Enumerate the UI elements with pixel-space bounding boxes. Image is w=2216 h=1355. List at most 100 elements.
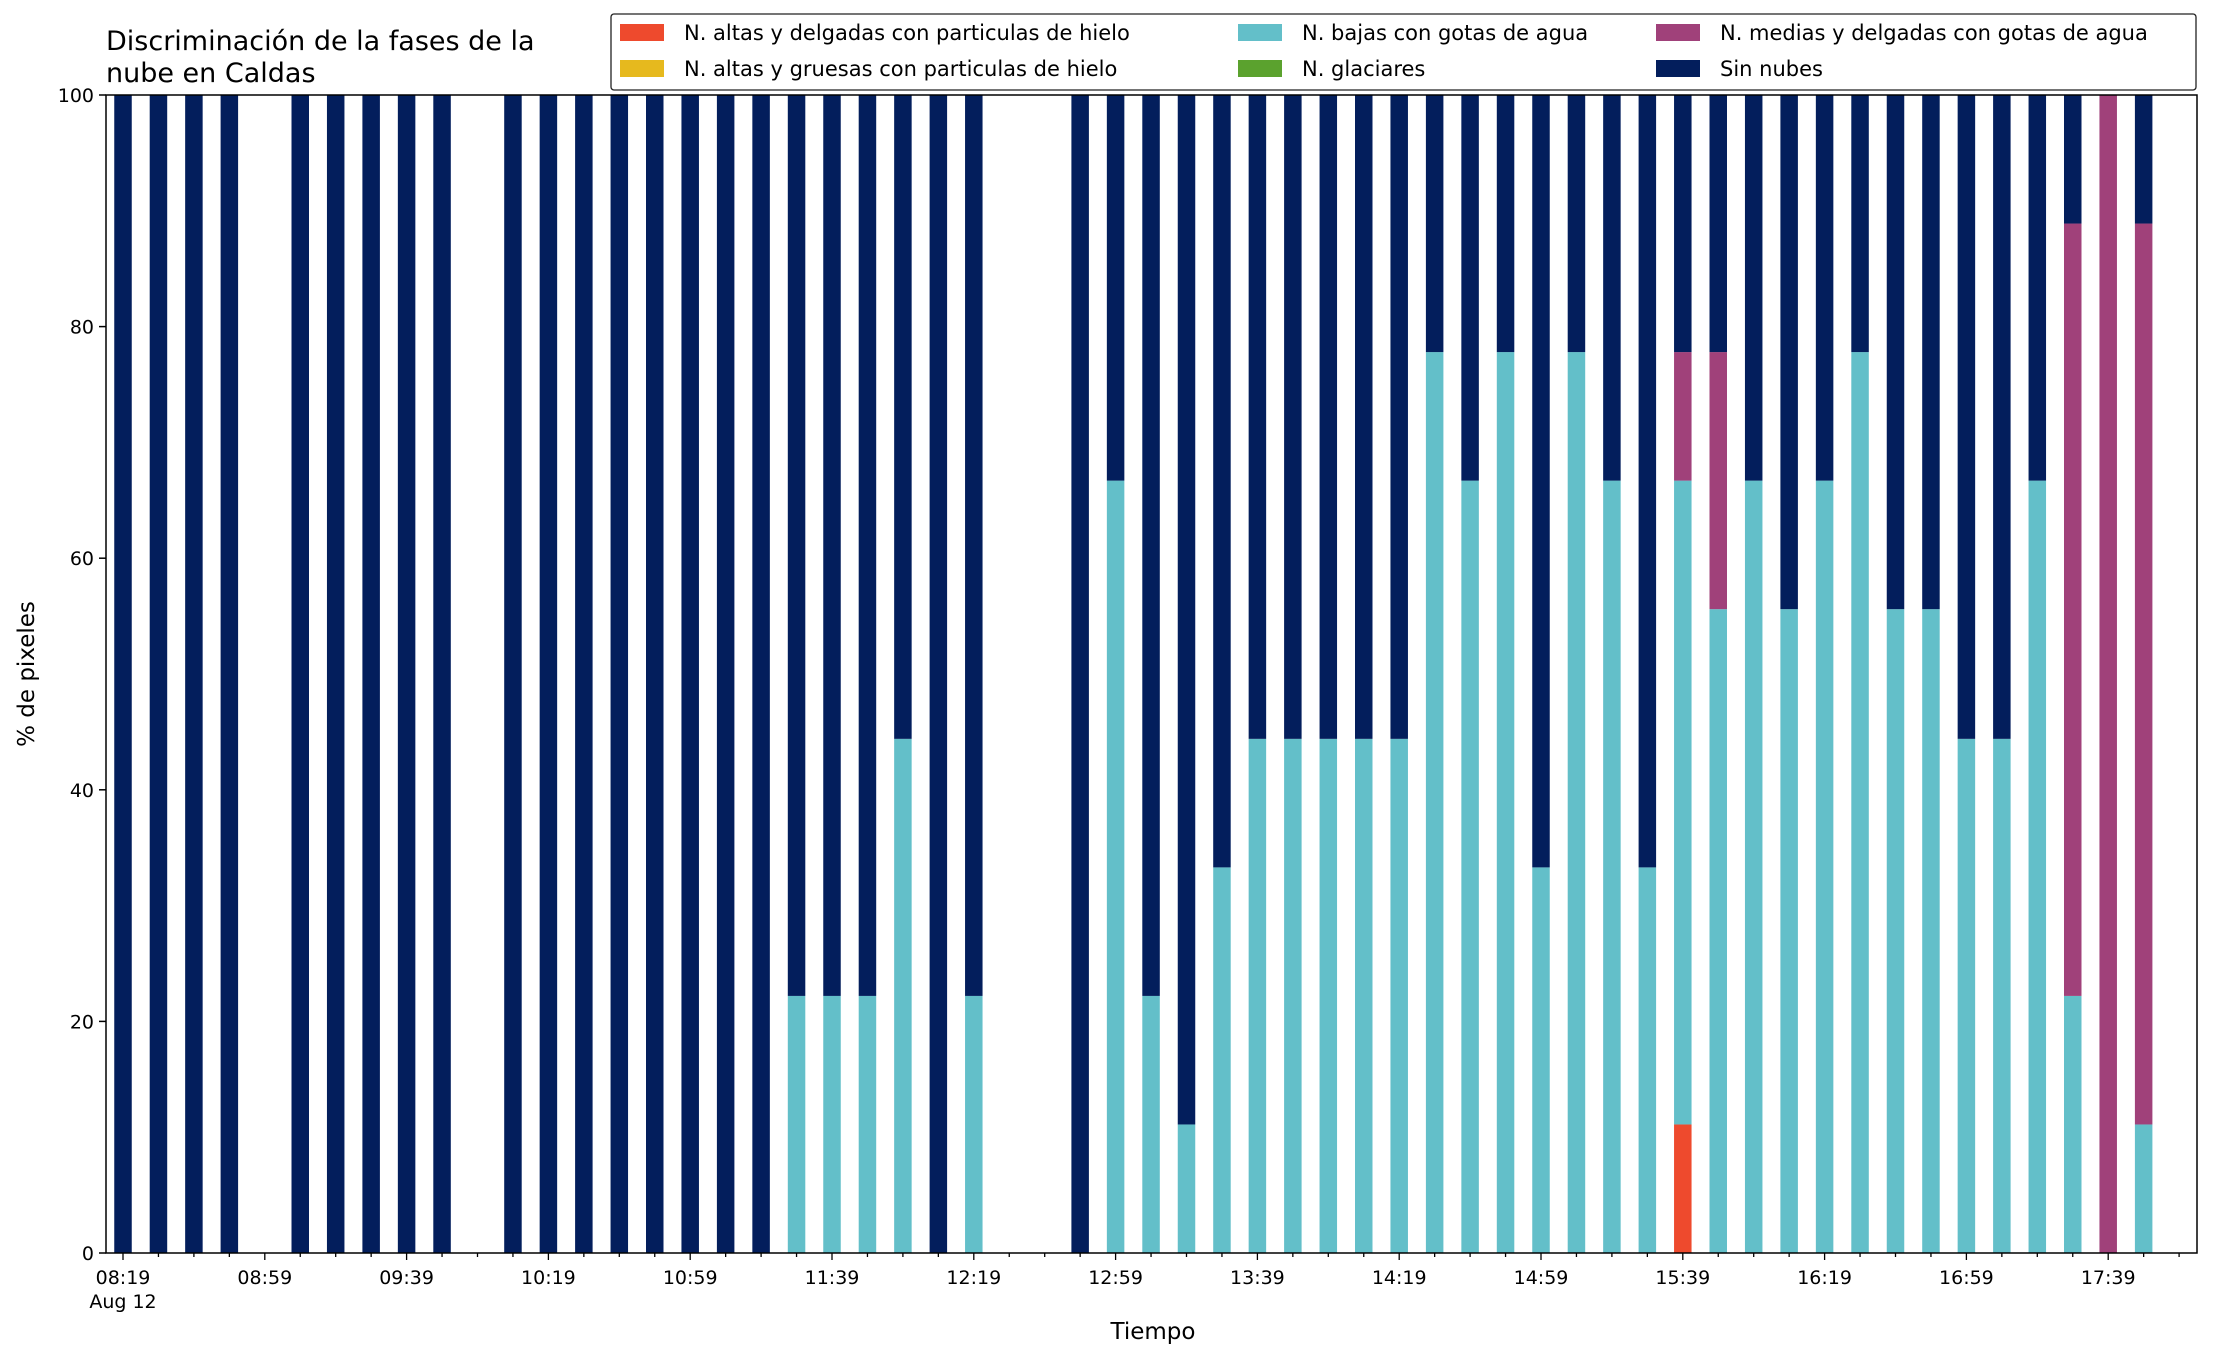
bar-segment bbox=[1213, 95, 1231, 868]
bar-segment bbox=[1532, 867, 1550, 1253]
y-tick-label: 20 bbox=[70, 1011, 94, 1033]
chart-title-line: nube en Caldas bbox=[106, 58, 316, 89]
bar-segment bbox=[823, 995, 841, 1253]
bar-segment bbox=[2134, 1124, 2153, 1253]
bar-segment bbox=[1744, 480, 1763, 1253]
bar-segment bbox=[539, 95, 558, 1253]
bar-segment bbox=[1780, 609, 1798, 1253]
bar-segment bbox=[1815, 480, 1834, 1253]
x-tick-label: 14:19 bbox=[1372, 1267, 1427, 1289]
legend: N. altas y delgadas con particulas de hi… bbox=[610, 13, 2197, 91]
bar-segment bbox=[1142, 995, 1160, 1253]
x-tick-label: 12:19 bbox=[946, 1267, 1001, 1289]
y-tick-label: 80 bbox=[70, 317, 94, 339]
bar-segment bbox=[1567, 352, 1586, 1253]
bar-segment bbox=[1142, 95, 1160, 996]
y-tick-label: 40 bbox=[70, 780, 94, 802]
y-tick-label: 60 bbox=[70, 548, 94, 570]
legend-swatch bbox=[1238, 24, 1282, 41]
bar-segment bbox=[787, 95, 806, 996]
y-tick-label: 100 bbox=[58, 85, 94, 107]
bar-segment bbox=[2064, 223, 2082, 996]
bar-segment bbox=[2064, 995, 2082, 1253]
x-tick-label: 10:19 bbox=[521, 1267, 576, 1289]
bar-segment bbox=[1177, 95, 1196, 1125]
bar-segment bbox=[858, 995, 877, 1253]
y-axis: 0 20 40 60 80 100 bbox=[58, 85, 106, 1265]
bar-segment bbox=[787, 995, 806, 1253]
legend-swatch bbox=[620, 24, 664, 41]
bar-segment bbox=[716, 95, 735, 1253]
bar-segment bbox=[1603, 480, 1621, 1253]
legend-label: N. medias y delgadas con gotas de agua bbox=[1720, 21, 2148, 45]
bar-segment bbox=[929, 95, 948, 1253]
bar-segment bbox=[2064, 95, 2082, 224]
bar-segment bbox=[1177, 1124, 1196, 1253]
bar-segment bbox=[1815, 95, 1834, 481]
bar-segment bbox=[1425, 352, 1444, 1253]
bar-segment bbox=[1957, 738, 1976, 1253]
bar-segment bbox=[1993, 95, 2011, 739]
bar-segment bbox=[1603, 95, 1621, 481]
legend-label: Sin nubes bbox=[1720, 57, 1823, 81]
plot-frame bbox=[105, 94, 2198, 1254]
bar-segment bbox=[1284, 738, 1302, 1253]
bar-segment bbox=[2028, 95, 2047, 481]
bar-segment bbox=[1674, 480, 1692, 1125]
bar-segment bbox=[1284, 95, 1302, 739]
bar-segment bbox=[1496, 95, 1515, 353]
bar-segment bbox=[1780, 95, 1798, 610]
x-tick-label: 16:59 bbox=[1939, 1267, 1994, 1289]
bar-segment bbox=[114, 95, 132, 1253]
bar-segment bbox=[1319, 738, 1338, 1253]
bar-segment bbox=[149, 95, 168, 1253]
bar-segment bbox=[1355, 738, 1373, 1253]
bar-segment bbox=[1496, 352, 1515, 1253]
bar-segment bbox=[610, 95, 629, 1253]
bar-segment bbox=[291, 95, 309, 1253]
bar-segment bbox=[1248, 738, 1267, 1253]
y-axis-label: % de pixeles bbox=[14, 601, 40, 747]
x-tick-label: 09:39 bbox=[379, 1267, 434, 1289]
legend-label: N. altas y delgadas con particulas de hi… bbox=[684, 21, 1130, 45]
x-tick-label: 12:59 bbox=[1088, 1267, 1143, 1289]
bar-segment bbox=[1461, 480, 1479, 1253]
legend-swatch bbox=[1656, 24, 1700, 41]
bar-segment bbox=[2028, 480, 2047, 1253]
bar-segment bbox=[362, 95, 380, 1253]
bar-segment bbox=[1319, 95, 1338, 739]
chart-title-line: Discriminación de la fases de la bbox=[106, 26, 535, 57]
bar-segment bbox=[1922, 95, 1940, 610]
x-tick-sublabel: Aug 12 bbox=[89, 1291, 156, 1313]
x-tick-label: 10:59 bbox=[663, 1267, 718, 1289]
bar-segment bbox=[681, 95, 699, 1253]
x-tick-label: 16:19 bbox=[1797, 1267, 1852, 1289]
bar-segment bbox=[894, 738, 912, 1253]
x-tick-label: 14:59 bbox=[1514, 1267, 1569, 1289]
bar-segment bbox=[1638, 867, 1657, 1253]
bar-segment bbox=[1390, 95, 1408, 739]
x-tick-label: 08:19 bbox=[96, 1267, 151, 1289]
chart-title: Discriminación de la fases de la nube en … bbox=[106, 26, 535, 89]
legend-label: N. bajas con gotas de agua bbox=[1302, 21, 1588, 45]
bar-segment bbox=[1461, 95, 1479, 481]
bar-segment bbox=[1709, 95, 1727, 353]
bar-segment bbox=[1993, 738, 2011, 1253]
bar-segment bbox=[1567, 95, 1586, 353]
bar-segment bbox=[575, 95, 593, 1253]
x-axis-label: Tiempo bbox=[1110, 1319, 1196, 1345]
bar-segment bbox=[2099, 95, 2117, 1253]
bar-segment bbox=[1638, 95, 1657, 868]
bar-segment bbox=[1674, 1124, 1692, 1253]
legend-swatch bbox=[1656, 60, 1700, 77]
bar-segment bbox=[1851, 95, 1869, 353]
legend-label: N. altas y gruesas con particulas de hie… bbox=[684, 57, 1117, 81]
legend-box bbox=[610, 13, 2197, 91]
bar-segment bbox=[646, 95, 664, 1253]
bar-segment bbox=[433, 95, 451, 1253]
bar-segment bbox=[1425, 95, 1444, 353]
bar-segment bbox=[1886, 95, 1905, 610]
x-tick-label: 17:39 bbox=[2081, 1267, 2136, 1289]
